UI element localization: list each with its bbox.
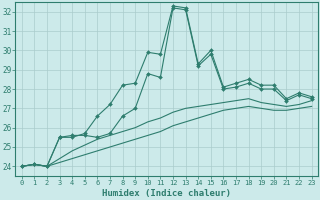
X-axis label: Humidex (Indice chaleur): Humidex (Indice chaleur) — [102, 189, 231, 198]
